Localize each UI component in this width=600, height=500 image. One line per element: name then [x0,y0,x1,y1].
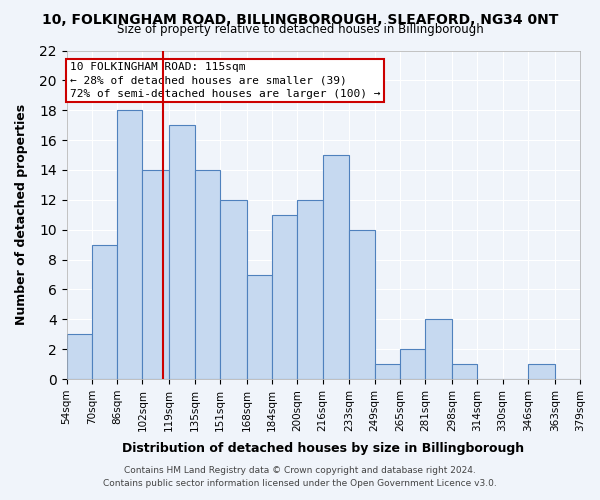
Bar [194,170,220,379]
Bar [374,364,400,379]
Bar [272,215,297,379]
Bar [528,364,555,379]
Bar [323,155,349,379]
Bar [67,334,92,379]
Bar [425,320,452,379]
Text: 10, FOLKINGHAM ROAD, BILLINGBOROUGH, SLEAFORD, NG34 0NT: 10, FOLKINGHAM ROAD, BILLINGBOROUGH, SLE… [42,12,558,26]
Bar [92,244,117,379]
Text: Contains HM Land Registry data © Crown copyright and database right 2024.
Contai: Contains HM Land Registry data © Crown c… [103,466,497,487]
Bar [169,125,194,379]
Bar [220,200,247,379]
Bar [247,274,272,379]
Text: Size of property relative to detached houses in Billingborough: Size of property relative to detached ho… [116,22,484,36]
X-axis label: Distribution of detached houses by size in Billingborough: Distribution of detached houses by size … [122,442,524,455]
Bar [400,349,425,379]
Y-axis label: Number of detached properties: Number of detached properties [15,104,28,326]
Bar [117,110,142,379]
Bar [297,200,323,379]
Bar [349,230,374,379]
Bar [142,170,169,379]
Bar [452,364,478,379]
Text: 10 FOLKINGHAM ROAD: 115sqm
← 28% of detached houses are smaller (39)
72% of semi: 10 FOLKINGHAM ROAD: 115sqm ← 28% of deta… [70,62,380,99]
